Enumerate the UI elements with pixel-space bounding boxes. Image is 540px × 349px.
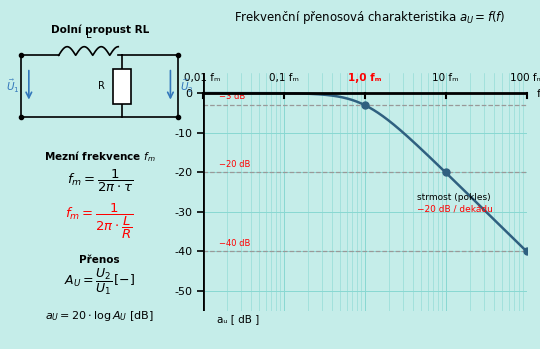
Text: 0,01 fₘ: 0,01 fₘ: [184, 73, 221, 83]
Text: $f_m = \dfrac{1}{2\pi \cdot \dfrac{L}{R}}$: $f_m = \dfrac{1}{2\pi \cdot \dfrac{L}{R}…: [65, 202, 134, 241]
Text: 100 fₘ: 100 fₘ: [510, 73, 540, 83]
Text: L: L: [86, 30, 91, 40]
Bar: [113, 69, 131, 104]
Text: Přenos: Přenos: [79, 255, 120, 265]
Text: −20 dB / dekádu: −20 dB / dekádu: [417, 205, 493, 214]
Text: −20 dB: −20 dB: [219, 159, 251, 169]
Text: Mezní frekvence $f_m$: Mezní frekvence $f_m$: [44, 149, 156, 164]
Text: $a_U = 20 \cdot \log A_U$ [dB]: $a_U = 20 \cdot \log A_U$ [dB]: [45, 309, 154, 322]
Text: 1,0 fₘ: 1,0 fₘ: [348, 73, 381, 83]
Text: Dolní propust RL: Dolní propust RL: [51, 24, 148, 35]
Text: Frekvenční přenosová charakteristika $a_U = f(f)$: Frekvenční přenosová charakteristika $a_…: [234, 9, 505, 26]
Text: −40 dB: −40 dB: [219, 239, 251, 248]
Text: $f_m = \dfrac{1}{2\pi \cdot \tau}$: $f_m = \dfrac{1}{2\pi \cdot \tau}$: [66, 168, 133, 194]
Text: 0,1 fₘ: 0,1 fₘ: [268, 73, 299, 83]
Text: f [ Hz ]: f [ Hz ]: [537, 88, 540, 98]
Text: −3 dB: −3 dB: [219, 92, 245, 102]
Text: $A_U = \dfrac{U_2}{U_1}\,[-]$: $A_U = \dfrac{U_2}{U_1}\,[-]$: [64, 267, 135, 297]
Text: aᵤ [ dB ]: aᵤ [ dB ]: [217, 314, 259, 325]
Text: strmost (pokles): strmost (pokles): [417, 193, 491, 202]
Text: R: R: [98, 81, 105, 91]
Text: $\vec{U}_1$: $\vec{U}_1$: [6, 78, 19, 95]
Text: 10 fₘ: 10 fₘ: [432, 73, 459, 83]
Text: $\vec{U}_2$: $\vec{U}_2$: [180, 78, 193, 95]
